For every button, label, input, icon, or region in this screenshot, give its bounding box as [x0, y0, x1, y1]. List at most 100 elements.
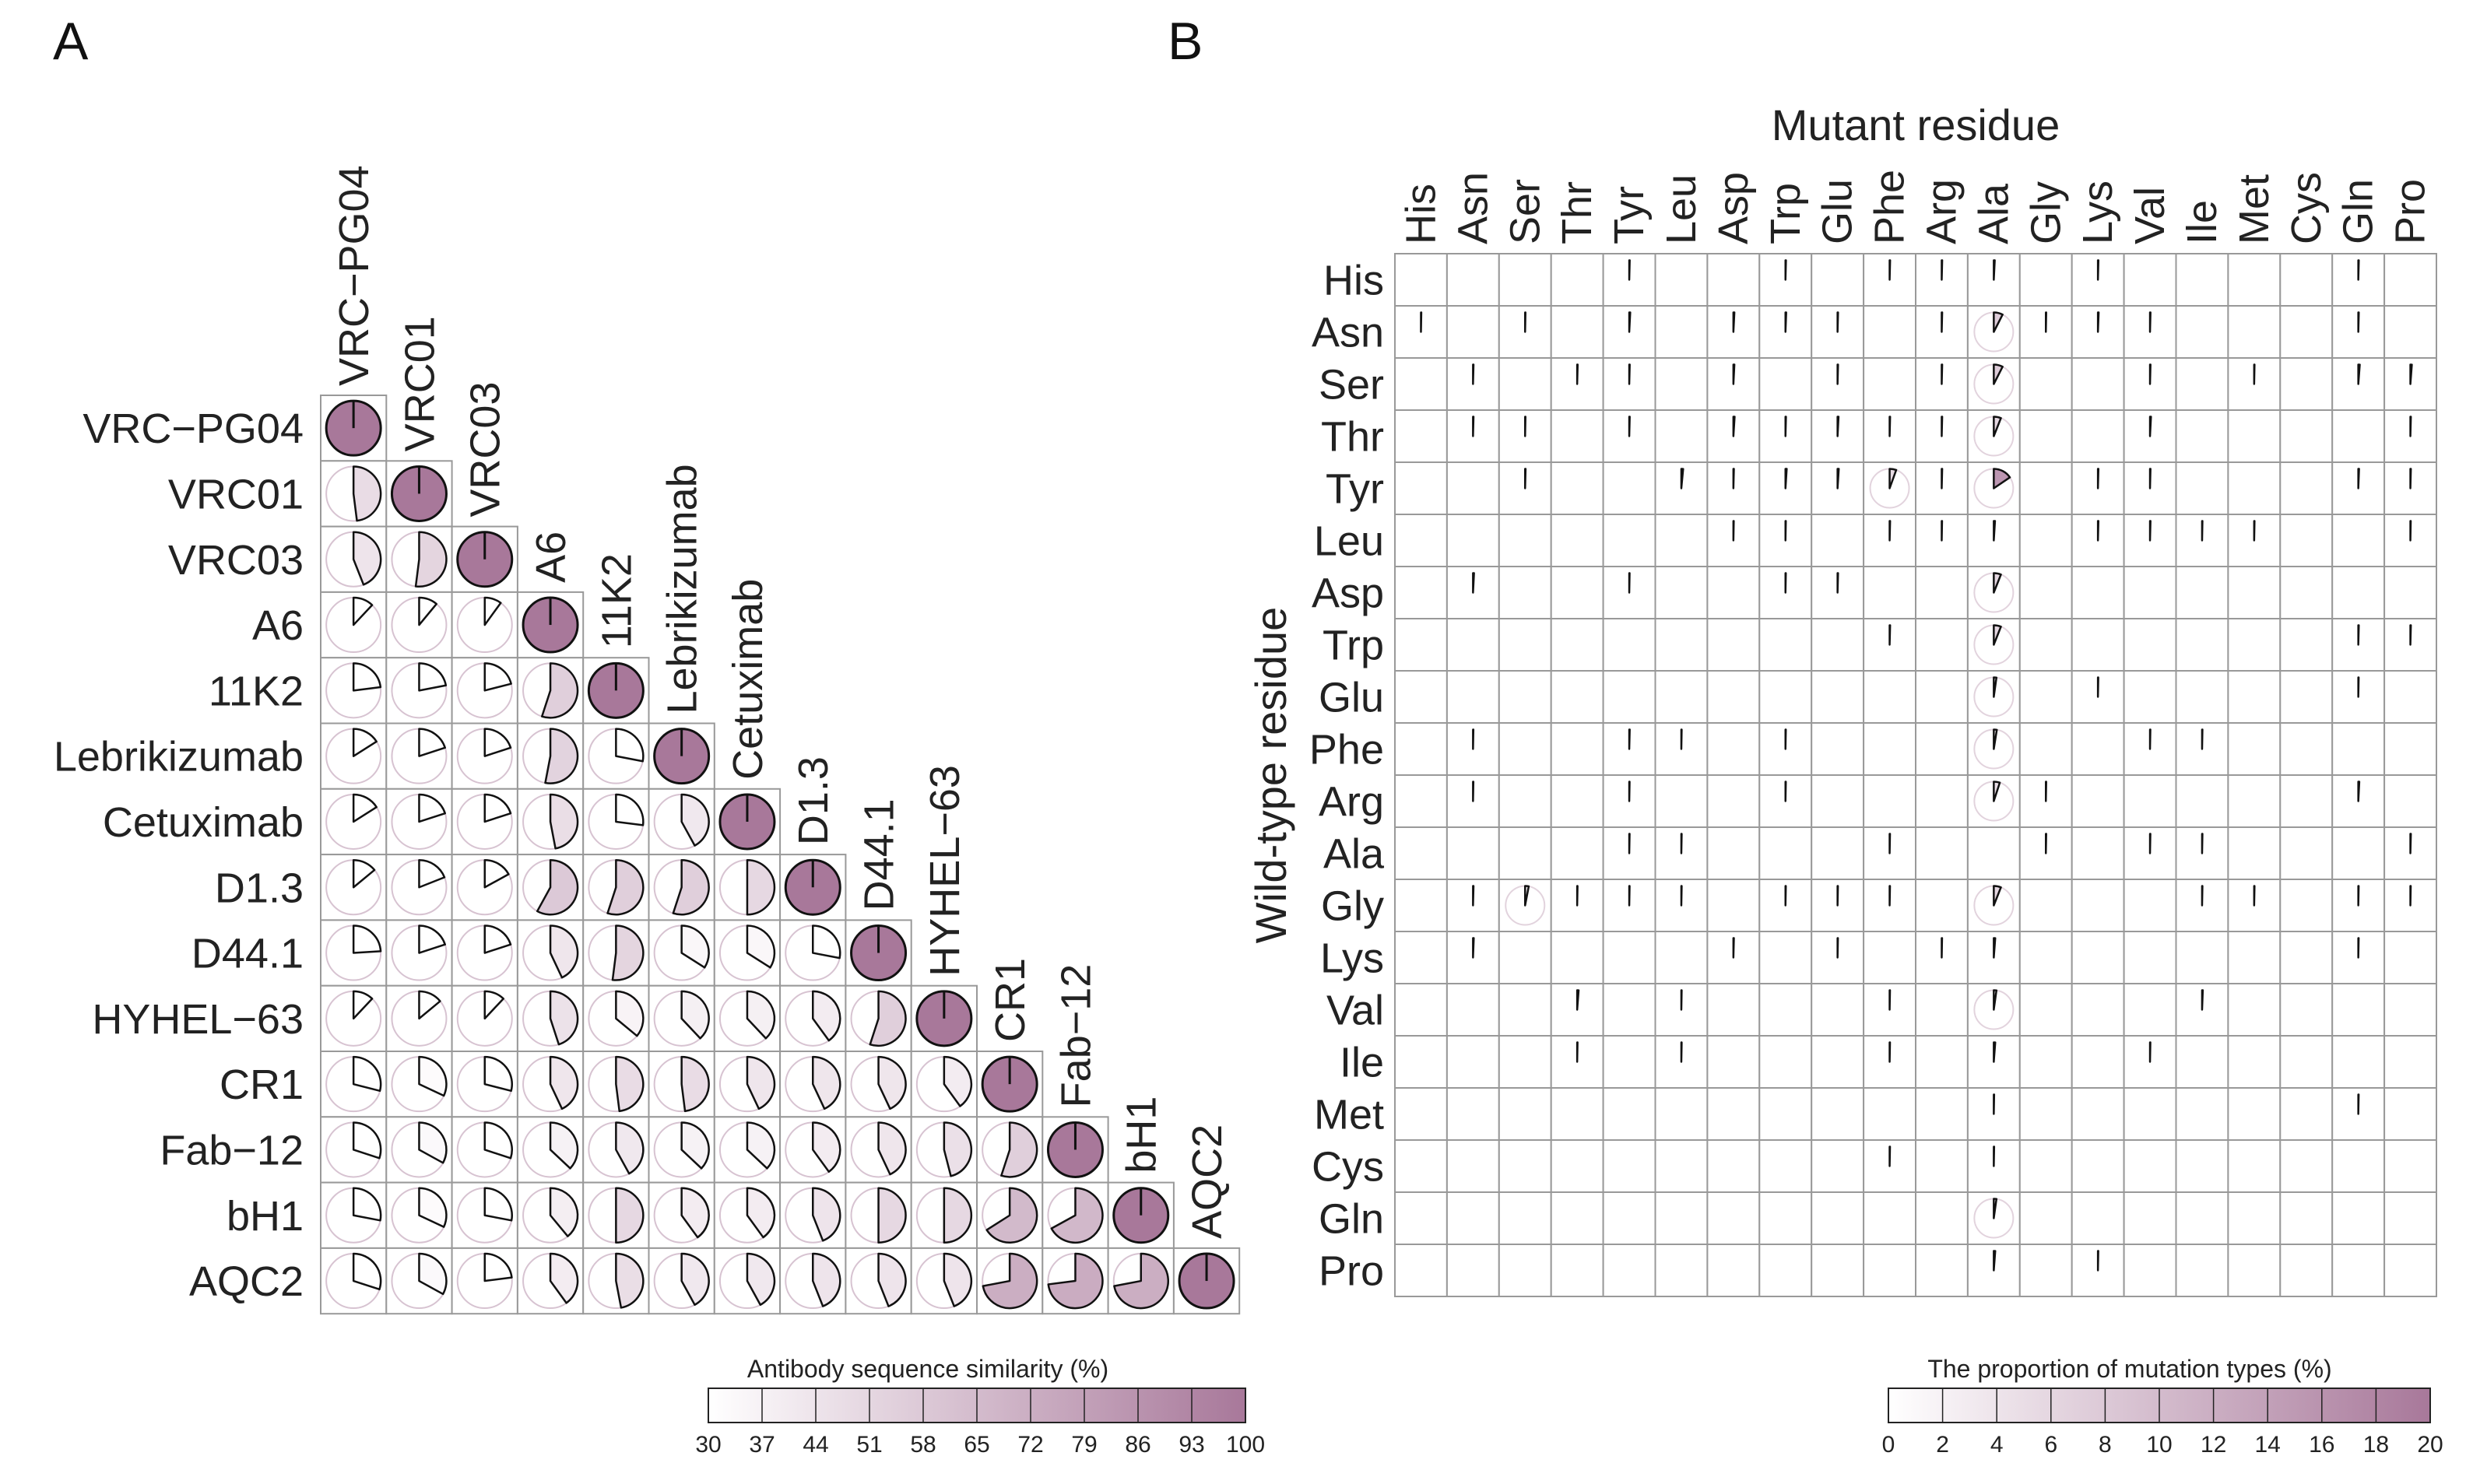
pie-11-8-pie	[877, 1121, 907, 1176]
hm-cell-0-12	[2018, 253, 2073, 307]
hm-cell-5-4	[1602, 514, 1656, 567]
col-label-11: Fab−12	[1052, 964, 1099, 1108]
hm-pie-1-8-pie	[1836, 311, 1839, 333]
hm-cell-9-18	[2331, 722, 2386, 776]
hm-cell-6-14	[2123, 566, 2177, 619]
hm-cell-10-16	[2227, 774, 2282, 828]
colorbar-b-tick-6: 12	[2201, 1432, 2226, 1458]
hm-cell-4-17	[2279, 461, 2334, 515]
pie-6-5-pie	[680, 793, 710, 847]
hm-cell-19-19	[2383, 1244, 2438, 1297]
pie-10-5-pie	[680, 1055, 710, 1113]
col-label-10: CR1	[987, 958, 1034, 1042]
pie-13-11-pie	[1047, 1252, 1104, 1310]
pie-9-5-pie	[680, 990, 710, 1040]
colorbar-a-tick-6: 72	[1017, 1432, 1043, 1458]
hm-cell-14-6	[1706, 983, 1761, 1037]
hm-cell-0-6	[1706, 253, 1761, 307]
hm-cell-8-1	[1446, 670, 1500, 724]
mutant-label-13: Lys	[2074, 181, 2121, 244]
pie-7-3-pie	[536, 859, 579, 916]
hm-cell-9-10	[1915, 722, 1969, 776]
wildtype-label-0: His	[1323, 258, 1384, 304]
hm-cell-7-2	[1498, 618, 1552, 672]
x-axis-title: Mutant residue	[1772, 100, 2060, 149]
hm-cell-15-1	[1446, 1035, 1500, 1089]
hm-pie-5-14-pie	[2148, 520, 2152, 542]
wildtype-label-7: Trp	[1323, 623, 1384, 669]
hm-cell-6-18	[2331, 566, 2386, 619]
hm-cell-10-14	[2123, 774, 2177, 828]
hm-cell-18-10	[1915, 1191, 1969, 1245]
pie-5-1-pie	[418, 728, 446, 757]
hm-cell-1-9	[1863, 305, 1917, 359]
hm-cell-11-7	[1758, 826, 1813, 880]
hm-pie-2-10-pie	[1941, 363, 1944, 385]
hm-cell-8-0	[1394, 670, 1448, 724]
hm-cell-17-8	[1811, 1139, 1865, 1193]
hm-cell-14-8	[1811, 983, 1865, 1037]
hm-cell-16-7	[1758, 1087, 1813, 1141]
wildtype-label-13: Lys	[1320, 935, 1384, 982]
hm-cell-15-12	[2018, 1035, 2073, 1089]
hm-cell-15-2	[1498, 1035, 1552, 1089]
wildtype-label-9: Phe	[1309, 727, 1384, 774]
hm-pie-14-11-pie	[1993, 989, 1998, 1011]
row-label-12: bH1	[227, 1193, 304, 1240]
hm-cell-8-8	[1811, 670, 1865, 724]
hm-cell-13-7	[1758, 931, 1813, 984]
pie-7-5-pie	[672, 859, 710, 916]
hm-cell-19-18	[2331, 1244, 2386, 1297]
pie-2-0-pie	[352, 531, 382, 586]
hm-pie-3-1-pie	[1472, 416, 1475, 437]
hm-cell-3-18	[2331, 409, 2386, 463]
pie-9-4-pie	[615, 990, 645, 1037]
hm-cell-14-7	[1758, 983, 1813, 1037]
pie-11-3-pie	[549, 1121, 579, 1170]
hm-cell-9-16	[2227, 722, 2282, 776]
hm-pie-0-13-pie	[2096, 259, 2100, 281]
hm-cell-9-3	[1550, 722, 1604, 776]
mutant-label-16: Met	[2231, 174, 2278, 244]
pie-9-0-pie	[352, 990, 374, 1020]
wildtype-label-10: Arg	[1319, 779, 1384, 826]
hm-cell-0-5	[1654, 253, 1709, 307]
pie-12-8-pie	[877, 1187, 907, 1244]
hm-cell-1-15	[2175, 305, 2229, 359]
hm-pie-3-8-pie	[1836, 416, 1840, 437]
wildtype-label-6: Asp	[1312, 570, 1384, 617]
pie-8-4-pie	[611, 924, 645, 981]
mutant-label-19: Pro	[2387, 179, 2434, 244]
hm-cell-17-10	[1915, 1139, 1969, 1193]
hm-cell-10-15	[2175, 774, 2229, 828]
hm-cell-7-17	[2279, 618, 2334, 672]
col-label-6: Cetuximab	[725, 579, 771, 780]
pie-12-0-pie	[352, 1187, 382, 1222]
hm-cell-17-2	[1498, 1139, 1552, 1193]
hm-cell-19-7	[1758, 1244, 1813, 1297]
colorbar-b-tick-5: 10	[2146, 1432, 2172, 1458]
pie-11-4-pie	[615, 1121, 645, 1175]
pie-9-7-pie	[812, 990, 841, 1042]
pie-8-5-pie	[680, 924, 710, 969]
hm-pie-3-11-pie	[1993, 416, 2002, 437]
hm-cell-15-0	[1394, 1035, 1448, 1089]
pie-8-0-pie	[352, 924, 382, 954]
row-label-2: VRC03	[168, 537, 304, 584]
hm-pie-2-19-pie	[2409, 363, 2413, 385]
hm-cell-11-0	[1394, 826, 1448, 880]
hm-pie-4-10-pie	[1941, 468, 1944, 489]
mutant-label-2: Ser	[1502, 179, 1548, 244]
pie-12-10-pie	[985, 1187, 1038, 1244]
hm-cell-17-4	[1602, 1139, 1656, 1193]
hm-cell-15-10	[1915, 1035, 1969, 1089]
hm-cell-16-9	[1863, 1087, 1917, 1141]
wildtype-label-16: Met	[1314, 1092, 1384, 1138]
hm-cell-14-0	[1394, 983, 1448, 1037]
hm-cell-2-17	[2279, 357, 2334, 411]
hm-cell-9-8	[1811, 722, 1865, 776]
hm-cell-18-3	[1550, 1191, 1604, 1245]
hm-cell-18-2	[1498, 1191, 1552, 1245]
pie-3-2-pie	[483, 596, 502, 626]
